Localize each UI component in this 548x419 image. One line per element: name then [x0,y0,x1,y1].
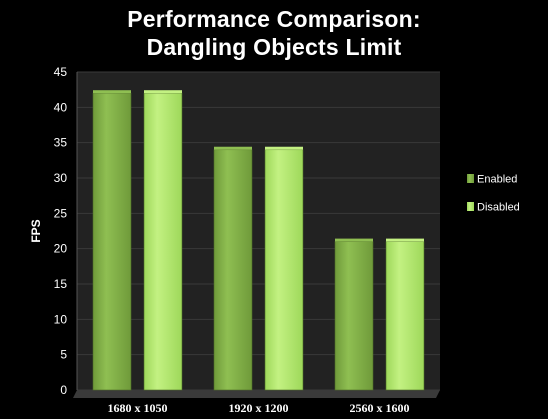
bar-cap [144,90,182,94]
y-tick-label: 0 [60,383,67,397]
x-tick-label: 2560 x 1600 [350,401,410,415]
y-tick-label: 5 [60,348,67,362]
bar-cap [386,238,424,242]
bar-cap [93,90,131,94]
chart-title-line-1: Performance Comparison: [127,6,421,32]
plot-area [77,72,440,390]
bar-enabled-0 [92,92,132,391]
bar-disabled-0 [143,92,183,391]
bar-disabled-1 [264,149,304,391]
bar-enabled-2 [334,241,374,391]
y-axis-label: FPS [29,219,43,242]
y-tick-label: 40 [54,100,68,114]
bar-disabled-2 [385,241,425,391]
bar-cap [214,146,252,150]
y-tick-label: 10 [54,312,68,326]
x-tick-label: 1920 x 1200 [229,401,289,415]
legend-label-enabled: Enabled [477,174,517,186]
chart-floor [73,390,440,398]
y-tick-label: 30 [54,171,68,185]
legend-label-disabled: Disabled [477,202,520,214]
chart-title-line-2: Dangling Objects Limit [146,34,402,60]
y-tick-label: 15 [54,277,68,291]
y-tick-label: 25 [54,206,68,220]
bar-cap [335,238,373,242]
bar-cap [265,146,303,150]
y-tick-label: 45 [54,65,68,79]
legend-swatch-disabled [467,202,474,211]
x-tick-label: 1680 x 1050 [108,401,168,415]
y-tick-label: 20 [54,242,68,256]
legend-swatch-enabled [467,174,474,183]
bar-enabled-1 [213,149,253,391]
y-tick-label: 35 [54,136,68,150]
